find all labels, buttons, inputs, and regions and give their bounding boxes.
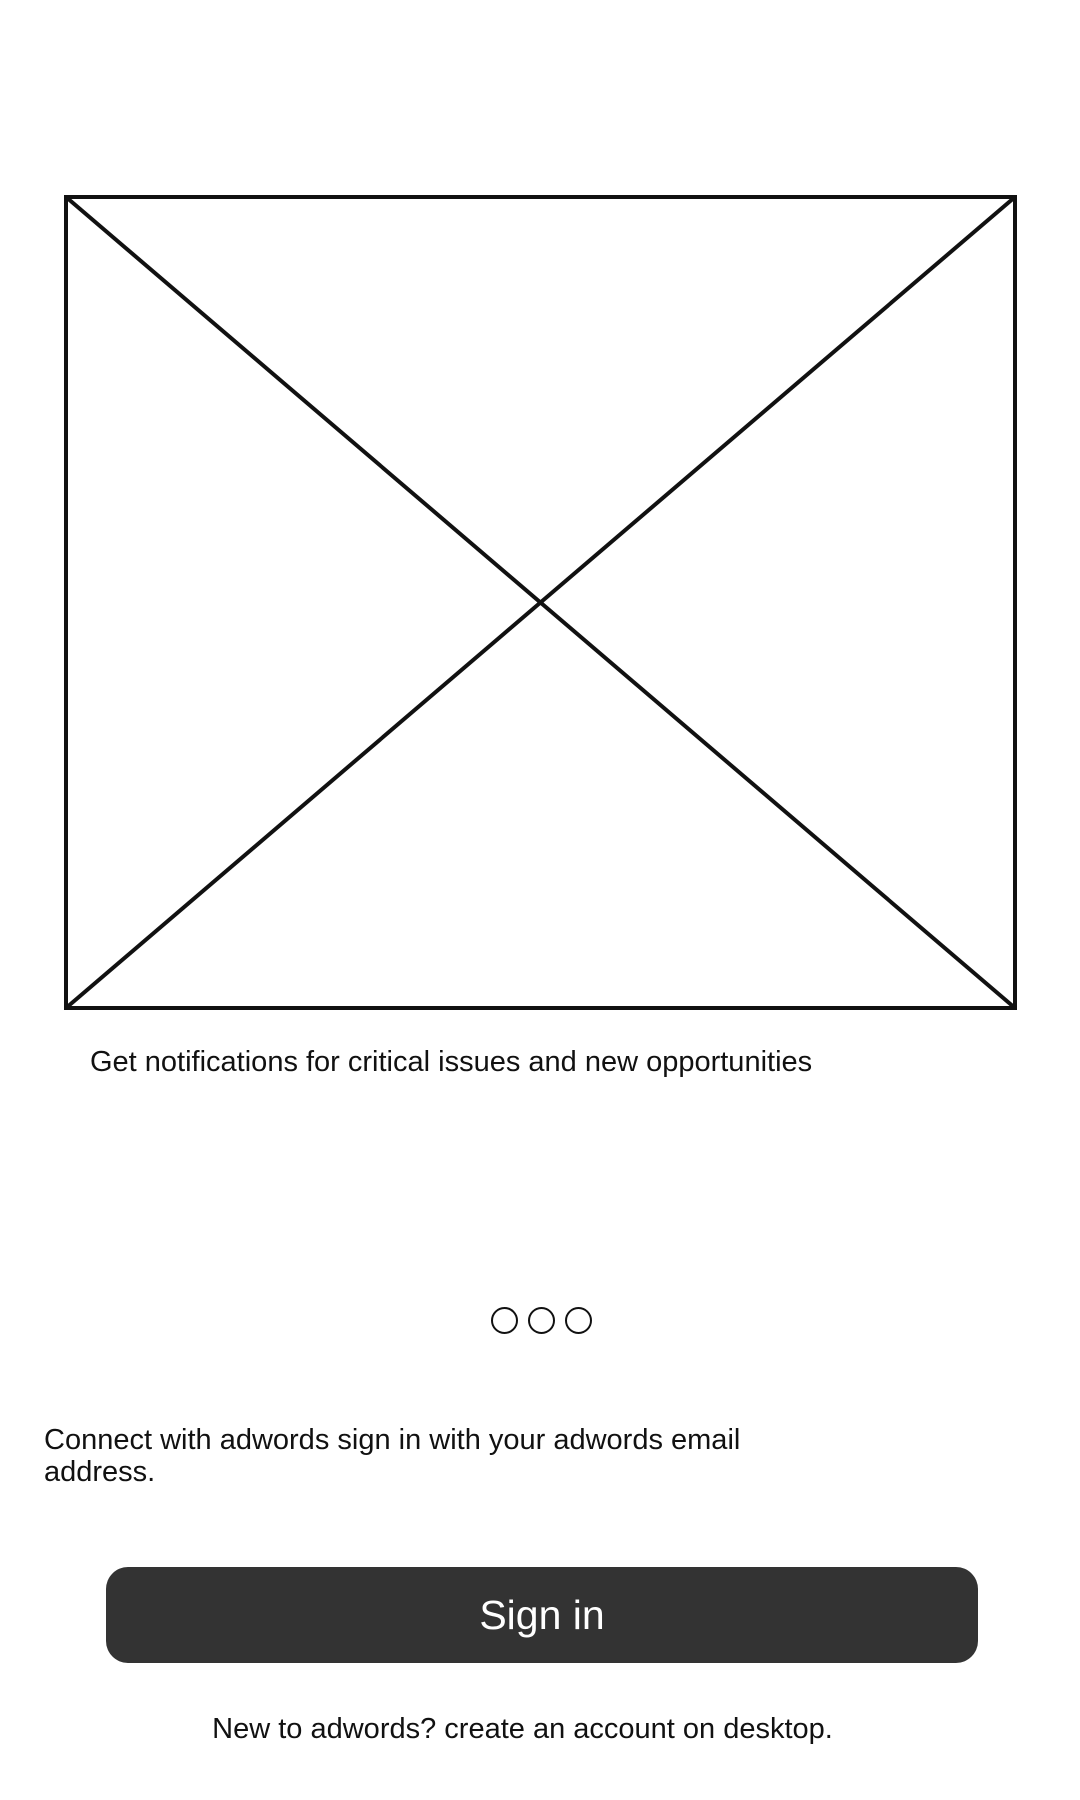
onboarding-caption: Get notifications for critical issues an… [90,1046,813,1078]
page-dot-3[interactable] [565,1307,592,1334]
connect-instructions: Connect with adwords sign in with your a… [44,1424,741,1488]
placeholder-image-icon [64,195,1017,1010]
page-dot-2[interactable] [528,1307,555,1334]
page-dot-1[interactable] [491,1307,518,1334]
placeholder-image [64,195,1017,1010]
sign-in-button[interactable]: Sign in [106,1567,978,1663]
create-account-text: New to adwords? create an account on des… [212,1713,833,1745]
page-indicator [491,1307,592,1335]
